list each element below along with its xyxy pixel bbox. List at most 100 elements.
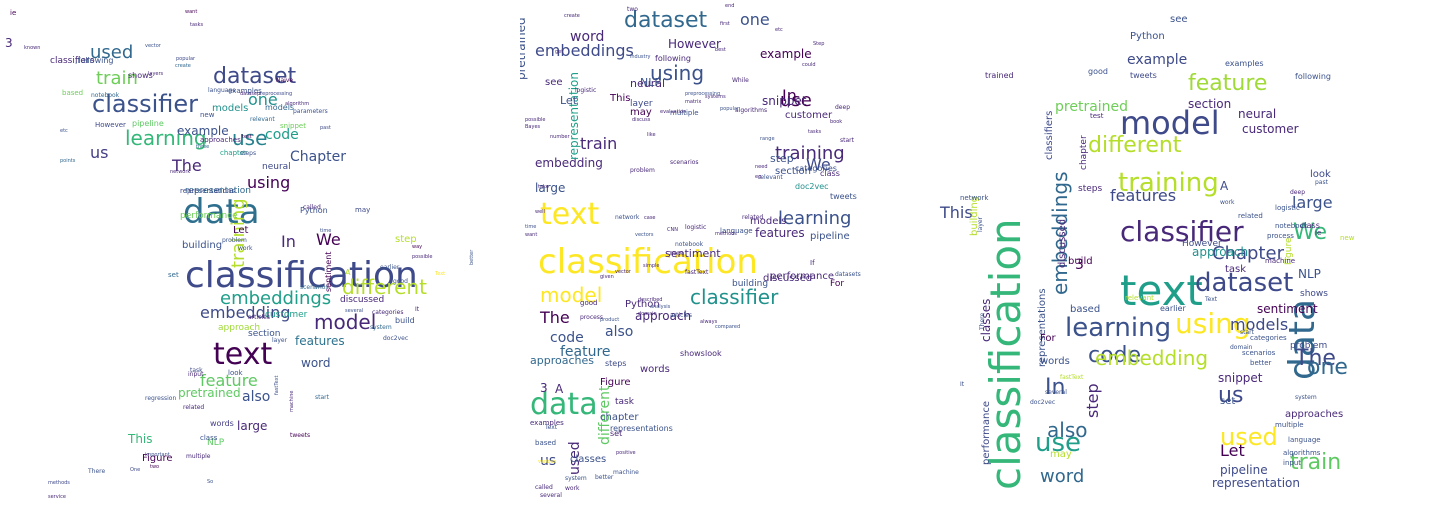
word-letter-P-55: doc2vec — [795, 182, 829, 191]
word-letter-a-9: feature — [1188, 71, 1268, 96]
word-hummingbird-110: task — [190, 367, 203, 374]
word-letter-a-13: Chapter — [1212, 243, 1284, 264]
word-hummingbird-56: based — [62, 89, 84, 97]
word-letter-a-7: learning — [1065, 313, 1172, 343]
word-letter-P-37: models — [750, 216, 787, 227]
word-letter-a-30: This — [940, 203, 973, 222]
word-hummingbird-105: A — [345, 268, 351, 277]
word-letter-a-21: In — [1045, 375, 1066, 400]
word-hummingbird-73: language — [208, 87, 236, 94]
word-hummingbird-67: want — [185, 9, 198, 15]
word-letter-P-92: fastText — [685, 269, 709, 276]
word-letter-P-121: Naive — [670, 251, 685, 257]
word-hummingbird-117: machine — [289, 390, 295, 413]
word-hummingbird-37: discussed — [340, 295, 385, 305]
word-letter-a-48: build — [1068, 256, 1093, 267]
word-letter-P-0: classification — [538, 242, 758, 282]
word-hummingbird-1: data — [183, 192, 260, 232]
word-hummingbird-111: layer — [272, 337, 288, 344]
word-hummingbird-3: classifier — [92, 90, 198, 118]
word-letter-P-25: approaches — [530, 354, 594, 367]
word-letter-a-17: one — [1307, 355, 1348, 380]
word-letter-P-89: better — [595, 474, 614, 481]
word-letter-a-25: models — [1230, 315, 1289, 334]
word-hummingbird-33: building — [182, 240, 223, 251]
word-hummingbird-83: chapter — [220, 149, 247, 157]
word-letter-P-65: 3 — [540, 381, 548, 395]
word-letter-P-67: If — [810, 259, 815, 267]
word-letter-a-87: domain — [1230, 344, 1253, 351]
word-hummingbird-90: past — [320, 125, 331, 131]
word-letter-a-22: also — [1047, 418, 1088, 442]
word-hummingbird-68: tasks — [190, 22, 204, 28]
word-letter-a-67: steps — [1078, 184, 1103, 194]
word-hummingbird-61: regression — [145, 395, 177, 402]
word-letter-a-86: system — [1295, 394, 1317, 401]
word-letter-P-12: use — [780, 90, 812, 111]
word-letter-P-70: set — [610, 429, 623, 438]
word-letter-P-112: industry — [630, 54, 651, 60]
word-hummingbird-24: features — [295, 334, 345, 348]
word-letter-a-64: shows — [1300, 289, 1328, 299]
word-hummingbird-16: Chapter — [290, 149, 346, 165]
word-letter-P-73: network — [615, 214, 640, 221]
word-letter-a-53: For — [1040, 333, 1056, 344]
word-hummingbird-104: It — [415, 306, 420, 313]
word-letter-P-57: class — [820, 169, 840, 178]
word-letter-a-39: pipeline — [1220, 463, 1268, 477]
word-letter-a-36: customer — [1242, 122, 1299, 136]
word-letter-P-132: best — [715, 47, 726, 53]
word-letter-a-92: past — [1315, 179, 1328, 186]
word-letter-a-27: pretrained — [1055, 99, 1129, 115]
word-letter-P-125: simple — [643, 263, 660, 269]
word-letter-P-36: section — [775, 166, 812, 177]
word-hummingbird-14: us — [90, 143, 109, 162]
word-hummingbird-45: Python — [300, 206, 328, 215]
word-hummingbird-27: large — [237, 419, 268, 433]
word-hummingbird-8: different — [342, 275, 427, 299]
word-hummingbird-36: approach — [218, 323, 261, 333]
word-hummingbird-108: scenarios — [300, 284, 329, 291]
word-hummingbird-78: relevant — [250, 116, 275, 123]
word-letter-P-134: want — [525, 232, 538, 238]
word-letter-a-94: ie — [1315, 229, 1322, 237]
word-letter-P-84: machine — [613, 469, 639, 476]
word-letter-a-44: discussed — [1057, 218, 1068, 268]
word-letter-P-124: described — [638, 297, 663, 303]
word-hummingbird-103: earlier — [380, 264, 400, 271]
word-hummingbird-19: We — [316, 230, 341, 249]
word-letter-P-28: representation — [567, 71, 581, 160]
word-hummingbird-17: feature — [200, 371, 258, 390]
word-letter-a-29: step — [1083, 383, 1102, 418]
word-letter-P-105: well — [535, 209, 545, 215]
word-letter-a-70: trained — [985, 71, 1014, 80]
word-letter-a-66: earlier — [1160, 304, 1186, 313]
word-letter-P-130: create — [564, 13, 580, 19]
word-letter-P-111: Bayes — [525, 124, 541, 130]
word-letter-P-61: shows — [680, 349, 705, 358]
word-letter-a-98: It — [960, 381, 965, 388]
word-letter-P-116: matrix — [685, 99, 702, 105]
word-letter-P-137: case — [644, 215, 656, 221]
word-letter-a-79: notebook — [1275, 222, 1308, 230]
word-letter-P-18: large — [535, 181, 566, 195]
word-letter-P-83: positive — [616, 450, 636, 456]
word-hummingbird-118: One — [130, 467, 141, 473]
word-letter-a-52: see — [1170, 14, 1188, 25]
word-hummingbird-13: using — [247, 173, 291, 192]
word-letter-a-80: related — [1238, 212, 1263, 220]
word-hummingbird-98: set — [168, 271, 179, 279]
word-letter-P-40: neural — [630, 77, 666, 90]
word-letter-P-108: problem — [630, 167, 655, 174]
word-hummingbird-23: also — [242, 389, 271, 405]
word-hummingbird-114: start — [315, 394, 329, 401]
word-hummingbird-85: articles — [248, 314, 270, 321]
word-letter-a-47: approaches — [1285, 409, 1344, 420]
word-letter-a-33: approach — [1192, 245, 1249, 259]
word-letter-P-20: code — [550, 330, 584, 346]
word-letter-P-100: start — [840, 137, 854, 144]
word-hummingbird-63: doc2vec — [383, 335, 409, 342]
word-letter-P-41: NLP — [640, 76, 661, 89]
word-hummingbird-28: This — [128, 432, 153, 446]
word-letter-a-40: representation — [1212, 476, 1301, 490]
